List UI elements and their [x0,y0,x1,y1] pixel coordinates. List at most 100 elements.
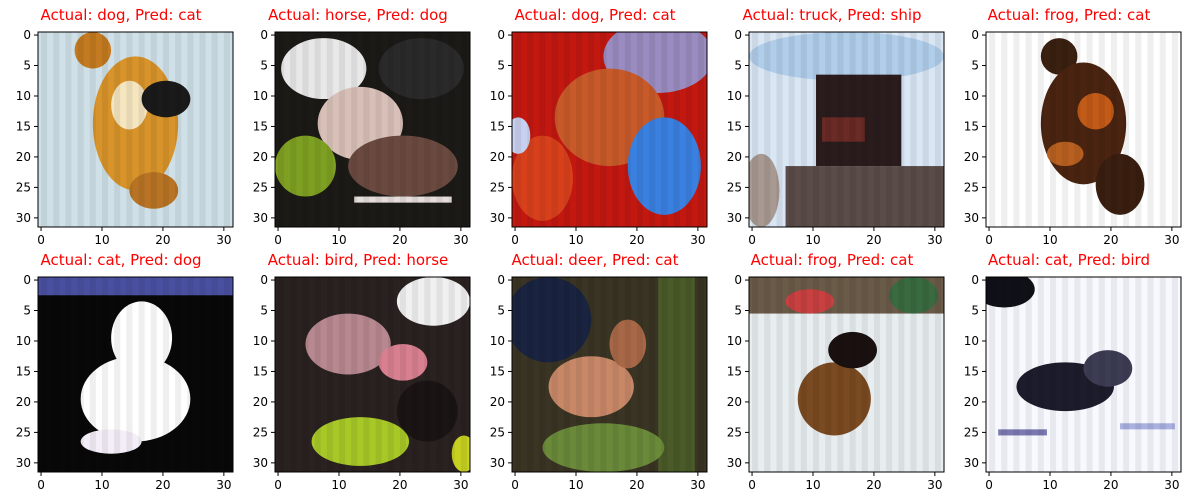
x-tick-label: 10 [568,478,583,492]
x-tick-label: 20 [392,478,407,492]
image-panel: Actual: frog, Pred: cat 0 10 20 30 0 5 10 15 20 2… [712,245,952,495]
x-tick-label: 0 [37,478,45,492]
image-content [986,32,1181,227]
y-tick-label: 30 [964,456,979,470]
y-tick-label: 0 [260,273,268,287]
y-tick-label: 0 [971,28,979,42]
axes-frame [37,31,234,228]
image-panel: Actual: dog, Pred: cat 0 10 20 30 0 5 10 15 20 25… [1,0,241,250]
image-content [38,32,233,227]
pixel-grid [989,277,1178,472]
image-region [378,344,428,381]
image-region [822,117,865,142]
y-tick-label: 30 [253,211,268,225]
image-region [378,38,464,100]
panel-title: Actual: dog, Pred: cat [40,6,202,24]
image-axes: 0 10 20 30 0 5 10 15 20 25 30 [490,273,708,492]
y-tick-label: 25 [16,180,31,194]
image-content [512,32,707,227]
y-tick-label: 20 [727,395,742,409]
y-tick-label: 30 [253,456,268,470]
panel-title: Actual: bird, Pred: horse [267,251,449,269]
x-tick-label: 10 [1042,233,1057,247]
x-tick-label: 30 [690,233,705,247]
y-tick-label: 5 [260,304,268,318]
y-tick-label: 30 [727,211,742,225]
x-tick-label: 20 [155,233,170,247]
x-tick-label: 20 [866,478,881,492]
image-panel: Actual: bird, Pred: horse 0 10 20 30 0 5 10 15 2… [238,245,478,495]
image-region [275,135,336,197]
y-tick-label: 20 [490,395,505,409]
panel-title: Actual: dog, Pred: cat [514,6,676,24]
x-tick-label: 10 [331,233,346,247]
x-tick-label: 30 [453,478,468,492]
y-tick-label: 5 [497,59,505,73]
y-tick-label: 0 [497,273,505,287]
panel-title: Actual: deer, Pred: cat [511,251,679,269]
x-tick-label: 0 [985,233,993,247]
y-tick-label: 10 [727,89,742,103]
x-tick-label: 20 [866,233,881,247]
x-tick-label: 30 [1164,233,1179,247]
y-tick-label: 5 [971,59,979,73]
y-tick-label: 20 [964,150,979,164]
image-region [512,277,592,363]
x-tick-label: 0 [511,478,519,492]
image-region [111,301,173,375]
x-tick-label: 0 [511,233,519,247]
y-tick-label: 0 [260,28,268,42]
image-region [129,172,179,209]
axes-frame [37,276,234,473]
image-region [548,356,634,418]
axes-frame [274,31,471,228]
y-tick-label: 15 [253,119,268,133]
y-tick-label: 15 [253,364,268,378]
image-region [111,80,148,130]
x-tick-label: 20 [392,233,407,247]
y-tick-label: 5 [734,59,742,73]
image-region [986,277,1035,308]
image-region [281,38,367,100]
axes-frame [748,31,945,228]
pixel-grid [752,32,941,227]
axes-frame [511,31,708,228]
image-axes: 0 10 20 30 0 5 10 15 20 25 30 [727,28,945,247]
pixel-grid [41,277,230,472]
image-panel: Actual: frog, Pred: cat 0 10 20 30 0 5 10 15 20 2… [949,0,1189,250]
y-tick-label: 20 [253,395,268,409]
image-panel: Actual: truck, Pred: ship 0 10 20 30 0 5 10 15 2… [712,0,952,250]
y-tick-label: 0 [734,28,742,42]
x-tick-label: 10 [805,478,820,492]
image-region [785,166,944,227]
y-tick-label: 30 [727,456,742,470]
x-tick-label: 30 [690,478,705,492]
x-tick-label: 30 [216,478,231,492]
y-tick-label: 10 [727,334,742,348]
y-tick-label: 20 [727,150,742,164]
y-tick-label: 25 [727,180,742,194]
x-tick-label: 10 [94,233,109,247]
image-region [1083,350,1133,387]
y-tick-label: 5 [23,59,31,73]
image-region [998,429,1047,436]
image-region [74,32,112,69]
panel-title: Actual: frog, Pred: cat [987,6,1151,24]
y-tick-label: 30 [490,211,505,225]
x-tick-label: 30 [216,233,231,247]
y-tick-label: 10 [253,334,268,348]
y-tick-label: 0 [23,28,31,42]
image-region [512,135,573,221]
image-region [348,135,458,197]
y-tick-label: 10 [964,89,979,103]
y-tick-label: 0 [734,273,742,287]
image-axes: 0 10 20 30 0 5 10 15 20 25 30 [253,273,471,492]
pixel-grid [752,277,941,472]
y-tick-label: 20 [16,395,31,409]
image-content [275,32,470,227]
x-tick-label: 30 [453,233,468,247]
y-tick-label: 30 [490,456,505,470]
y-tick-label: 15 [490,364,505,378]
x-tick-label: 10 [331,478,346,492]
x-tick-label: 0 [37,233,45,247]
